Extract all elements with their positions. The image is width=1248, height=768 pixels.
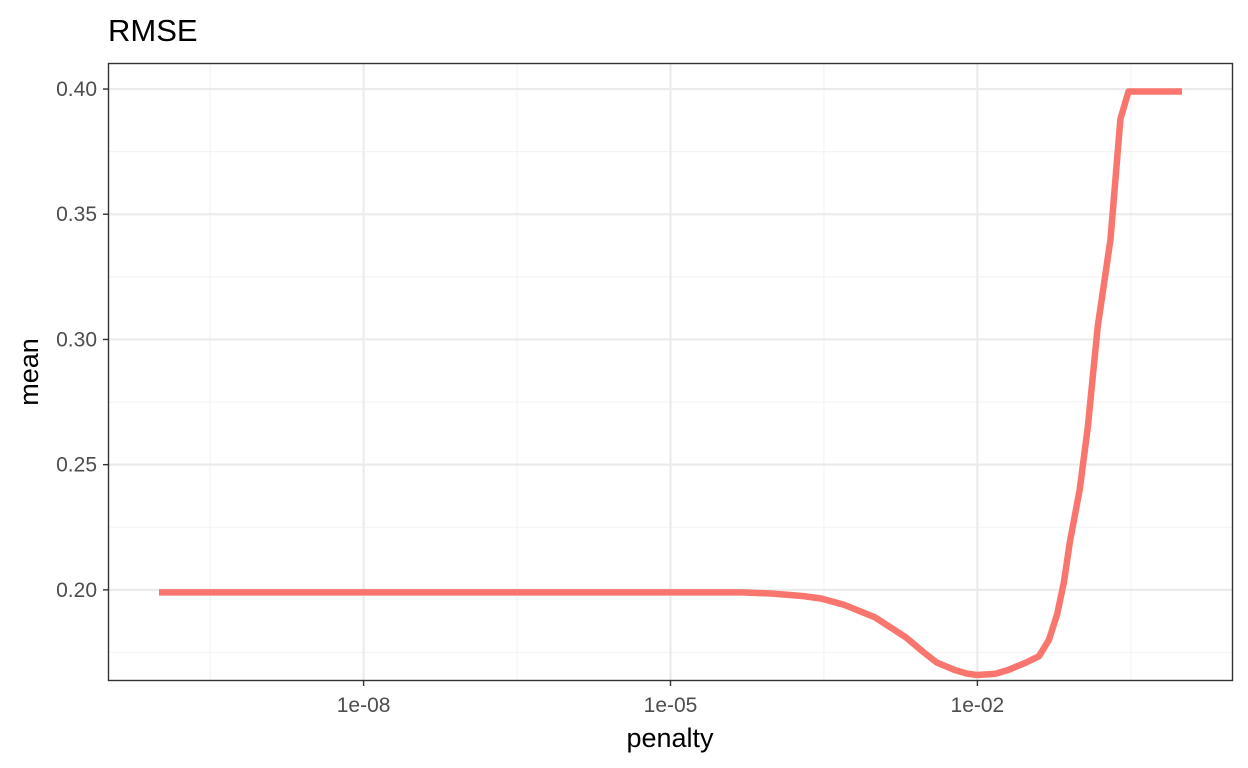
y-tick-label: 0.25: [56, 454, 97, 477]
chart-title: RMSE: [108, 13, 198, 48]
x-tick-label: 1e-05: [644, 694, 698, 717]
x-tick-label: 1e-08: [337, 694, 391, 717]
y-tick-label: 0.20: [56, 579, 97, 602]
y-axis-title: mean: [14, 338, 44, 406]
axis-layer: 1e-08 1e-05 1e-02 0.20 0.25 0.30 0.35 0.40: [56, 78, 1004, 717]
y-tick-label: 0.40: [56, 78, 97, 101]
x-axis-title: penalty: [626, 723, 714, 753]
y-tick-label: 0.35: [56, 203, 97, 226]
rmse-series-line: [159, 88, 1182, 679]
series-layer: [159, 88, 1182, 679]
x-tick-label: 1e-02: [951, 694, 1005, 717]
y-tick-label: 0.30: [56, 328, 97, 351]
